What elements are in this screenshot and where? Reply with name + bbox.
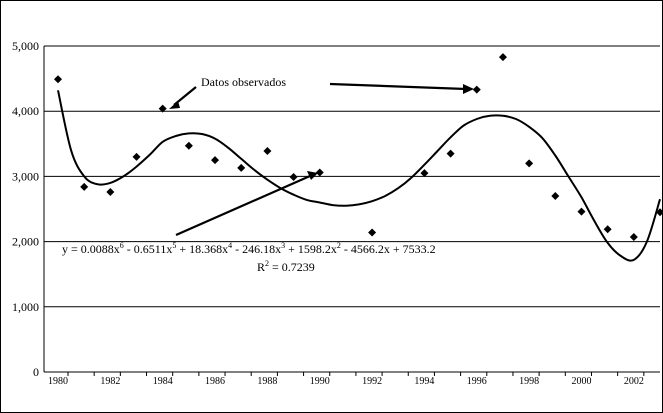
data-point [446,149,455,158]
x-tick-label: 2000 [571,376,591,387]
arrow-to-trendline [175,174,311,237]
x-tick-label: 1988 [257,376,277,387]
y-tick-label: 5,000 [12,39,39,53]
data-point [577,207,586,216]
trendline-path [57,90,661,262]
data-point [54,75,62,84]
data-point [132,152,141,161]
x-tick-label: 1984 [153,376,173,387]
data-point [80,182,89,191]
data-point [656,208,663,217]
data-points [54,53,663,242]
trendline-equation: y = 0.0088x6 - 0.6511x5 + 18.368x4 - 246… [62,241,436,256]
arrowhead-3 [307,171,318,180]
data-point [368,228,377,237]
data-point [289,173,298,182]
data-point [315,168,324,177]
arrowhead-1 [169,101,180,109]
data-point [263,146,272,155]
data-point [211,156,220,165]
x-tick-label: 1992 [362,376,382,387]
x-tick-label: 1986 [205,376,225,387]
r-squared-label: R2 = 0.7239 [257,259,315,274]
y-tick-label: 4,000 [12,104,39,118]
arrowhead-2 [463,84,474,94]
data-point [420,169,429,178]
x-tick-label: 1982 [100,376,120,387]
gridlines [44,45,660,308]
data-point [603,225,612,234]
arrow-to-point-1996 [329,82,467,91]
data-point [551,191,560,200]
y-tick-label: 1,000 [12,300,39,314]
data-point [472,85,481,94]
x-tick-label: 1996 [467,376,487,387]
data-point [237,163,246,172]
y-axis-ticks: 0 1,000 2,000 3,000 4,000 5,000 [12,39,39,379]
y-tick-label: 0 [33,365,39,379]
data-point [106,188,115,197]
x-tick-label: 1994 [414,376,434,387]
y-tick-label: 3,000 [12,169,39,183]
data-point [498,53,507,62]
data-point [158,104,167,113]
x-tick-label: 1980 [48,376,68,387]
x-tick-label: 1990 [310,376,330,387]
data-point [184,141,193,150]
data-point [525,159,534,168]
y-tick-label: 2,000 [12,235,39,249]
x-tick-label: 1998 [519,376,539,387]
x-axis-ticks: 1980 1982 1984 1986 1988 1990 1992 1994 1996 1998… [48,372,645,387]
data-point [629,233,638,242]
datos-observados-label: Datos observados [201,75,286,89]
x-tick-label: 2002 [624,376,644,387]
trendline [57,90,661,262]
